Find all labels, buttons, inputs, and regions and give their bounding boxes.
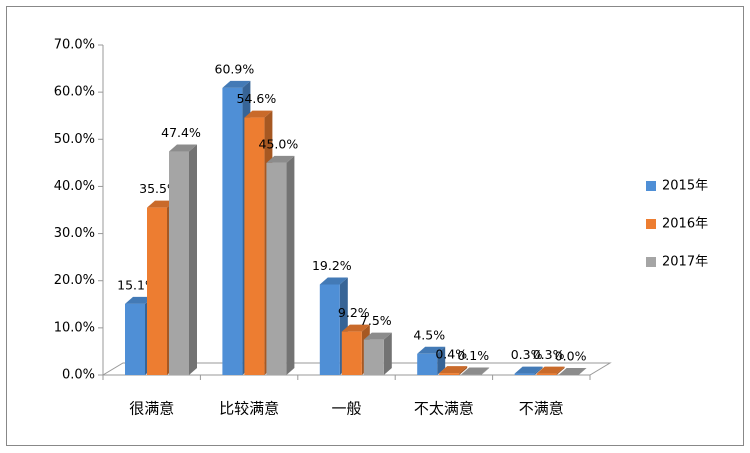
value-label: 0.3%: [511, 347, 543, 362]
value-label: 60.9%: [215, 61, 255, 76]
y-tick-label: 50.0%: [54, 132, 95, 147]
y-tick-label: 0.0%: [62, 368, 95, 383]
bar: [439, 373, 460, 375]
legend-label: 2016年: [662, 217, 708, 232]
bar-side: [534, 366, 543, 375]
bar-top: [147, 200, 175, 208]
bar: [222, 87, 243, 376]
legend-swatch: [646, 257, 656, 267]
legend-label: 2017年: [662, 255, 708, 270]
bar-side: [286, 155, 295, 375]
value-label: 19.2%: [312, 258, 352, 273]
bar-side: [481, 367, 490, 375]
bar-top: [244, 110, 273, 118]
bar-side: [437, 346, 446, 375]
bar: [536, 373, 557, 375]
bar: [244, 117, 265, 375]
x-tick-label: 很满意: [129, 400, 174, 418]
bar-top: [514, 366, 543, 374]
y-tick-label: 40.0%: [54, 179, 95, 194]
y-tick-label: 20.0%: [54, 273, 95, 288]
legend-label: 2015年: [662, 179, 708, 194]
bar-top: [417, 346, 446, 354]
value-label: 0.0%: [555, 349, 587, 364]
value-label: 4.5%: [413, 327, 445, 342]
bar-top: [125, 296, 153, 304]
bar: [319, 284, 340, 375]
bar: [125, 303, 145, 375]
bar: [514, 373, 535, 375]
bar: [341, 331, 362, 375]
bar-top: [169, 144, 197, 152]
bar: [363, 339, 384, 375]
value-label: 54.6%: [237, 91, 277, 106]
value-label: 0.3%: [533, 347, 565, 362]
bar-top: [461, 367, 490, 375]
bar-side: [189, 144, 197, 375]
y-tick-label: 70.0%: [54, 38, 95, 53]
value-label: 45.0%: [259, 136, 299, 151]
legend-swatch: [646, 181, 656, 191]
bar: [169, 151, 189, 375]
bar: [417, 353, 438, 375]
bar: [147, 207, 167, 375]
y-tick-label: 30.0%: [54, 226, 95, 241]
bar-top: [266, 155, 295, 163]
chart-border: [6, 6, 744, 446]
x-tick-label: 不满意: [519, 400, 564, 418]
value-label: 7.5%: [360, 313, 392, 328]
value-label: 0.4%: [435, 347, 467, 362]
bar-top: [319, 277, 348, 285]
y-tick-label: 10.0%: [54, 320, 95, 335]
value-label: 0.1%: [457, 348, 489, 363]
bar-top: [363, 332, 392, 340]
x-tick-label: 不太满意: [414, 400, 474, 418]
value-label: 9.2%: [338, 305, 370, 320]
x-tick-label: 一般: [331, 400, 361, 418]
bar-side: [383, 332, 392, 375]
bar: [266, 162, 287, 375]
bar-side: [556, 366, 565, 375]
bar-top: [439, 366, 468, 374]
bar-top: [536, 366, 565, 374]
bar-top: [341, 324, 370, 332]
bar-top: [558, 368, 587, 375]
value-label: 47.4%: [161, 125, 201, 140]
bar-side: [459, 366, 468, 375]
y-tick-label: 60.0%: [54, 85, 95, 100]
legend-swatch: [646, 219, 656, 229]
bar-top: [222, 80, 251, 88]
x-tick-label: 比较满意: [219, 400, 279, 418]
